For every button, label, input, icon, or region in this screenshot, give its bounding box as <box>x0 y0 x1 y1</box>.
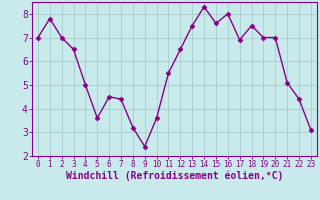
X-axis label: Windchill (Refroidissement éolien,°C): Windchill (Refroidissement éolien,°C) <box>66 171 283 181</box>
